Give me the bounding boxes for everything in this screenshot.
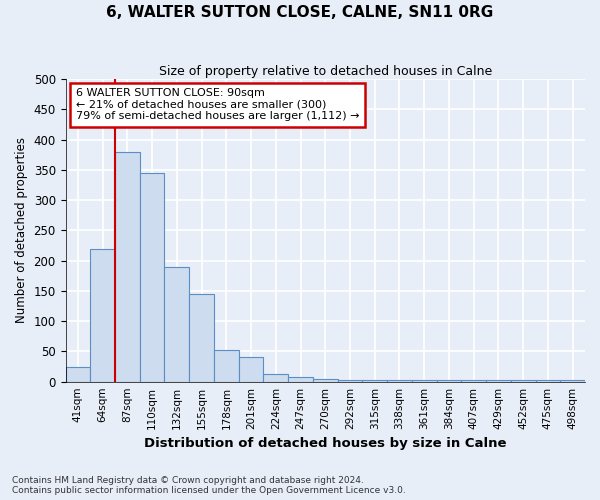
Bar [189,294,214,382]
Bar [214,350,239,382]
Y-axis label: Number of detached properties: Number of detached properties [15,138,28,324]
Bar [437,380,461,382]
Bar [90,248,115,382]
Bar [412,380,437,382]
Bar [164,266,189,382]
Bar [65,366,90,382]
Bar [313,378,338,382]
Bar [115,152,140,382]
Title: Size of property relative to detached houses in Calne: Size of property relative to detached ho… [158,65,492,78]
Bar [486,380,511,382]
Bar [239,358,263,382]
Text: 6, WALTER SUTTON CLOSE, CALNE, SN11 0RG: 6, WALTER SUTTON CLOSE, CALNE, SN11 0RG [106,5,494,20]
Text: 6 WALTER SUTTON CLOSE: 90sqm
← 21% of detached houses are smaller (300)
79% of s: 6 WALTER SUTTON CLOSE: 90sqm ← 21% of de… [76,88,359,122]
Text: Contains HM Land Registry data © Crown copyright and database right 2024.
Contai: Contains HM Land Registry data © Crown c… [12,476,406,495]
Bar [536,380,560,382]
Bar [263,374,288,382]
Bar [288,377,313,382]
Bar [461,380,486,382]
Bar [511,380,536,382]
Bar [362,380,387,382]
Bar [560,380,585,382]
Bar [140,173,164,382]
X-axis label: Distribution of detached houses by size in Calne: Distribution of detached houses by size … [144,437,506,450]
Bar [338,380,362,382]
Bar [387,380,412,382]
